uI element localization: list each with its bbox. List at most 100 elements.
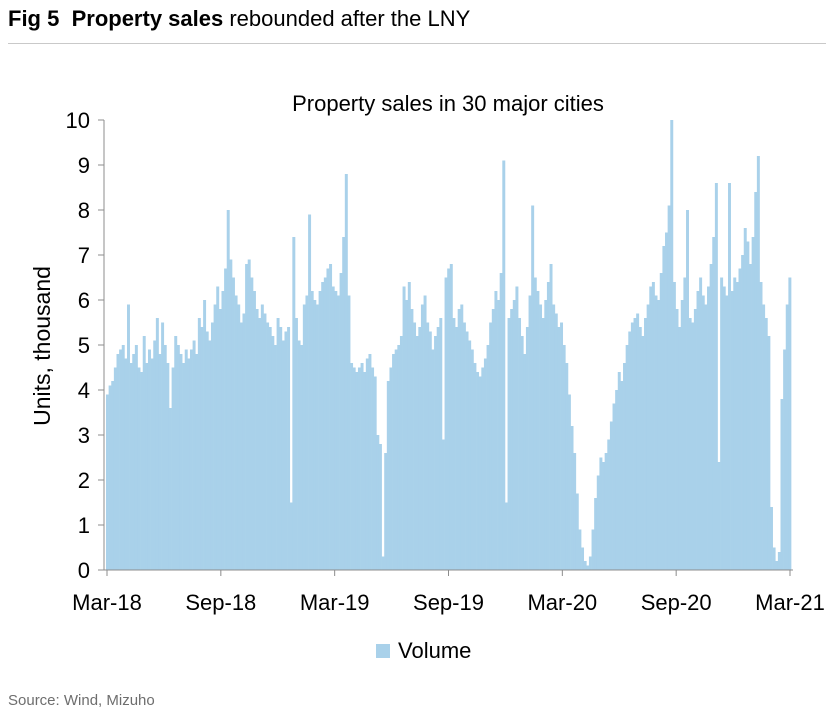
bar-volume <box>518 318 522 570</box>
bar-volume <box>200 327 204 570</box>
bar-volume <box>691 322 695 570</box>
y-tick-label: 10 <box>66 108 90 133</box>
bar-volume <box>119 349 123 570</box>
bar-volume <box>428 331 432 570</box>
bar-volume <box>132 354 136 570</box>
bar-volume <box>371 367 375 570</box>
bar-volume <box>562 345 566 570</box>
bar-volume <box>234 295 238 570</box>
bar-volume <box>134 345 138 570</box>
axes <box>98 119 793 576</box>
bar-volume <box>326 268 330 570</box>
bar-volume <box>741 255 745 570</box>
bar-volume <box>717 462 721 570</box>
bar-volume <box>544 300 548 570</box>
bar-volume <box>751 237 755 570</box>
bar-volume <box>783 349 787 570</box>
bar-volume <box>788 277 792 570</box>
bar-volume <box>654 295 658 570</box>
bar-volume <box>153 340 157 570</box>
bar-volume <box>231 277 235 570</box>
bar-volume <box>630 322 634 570</box>
bar-volume <box>512 300 516 570</box>
bar-volume <box>588 556 592 570</box>
bar-volume <box>581 547 585 570</box>
bar-volume <box>636 313 640 570</box>
bar-volume <box>701 295 705 570</box>
bar-volume <box>762 304 766 570</box>
bar-volume <box>418 327 422 570</box>
bar-volume <box>384 453 388 570</box>
bar-volume <box>457 309 461 570</box>
bar-volume <box>452 318 456 570</box>
property-sales-chart: Property sales in 30 major cities Units,… <box>29 91 825 663</box>
bar-volume <box>121 345 125 570</box>
bar-volume <box>284 331 288 570</box>
bar-volume <box>531 205 535 570</box>
bar-volume <box>523 354 527 570</box>
bar-volume <box>491 309 495 570</box>
bar-volume <box>271 336 275 570</box>
bar-volume <box>187 358 191 570</box>
bar-volume <box>313 300 317 570</box>
bar-volume <box>546 282 550 570</box>
bar-volume <box>449 264 453 570</box>
bar-volume <box>549 264 553 570</box>
bar-volume <box>247 259 251 570</box>
bar-volume <box>465 331 469 570</box>
bar-volume <box>609 421 613 570</box>
bar-volume <box>184 349 188 570</box>
bar-volume <box>699 277 703 570</box>
bar-volume <box>439 318 443 570</box>
bar-volume <box>329 264 333 570</box>
bar-volume <box>570 426 574 570</box>
bar-volume <box>216 286 220 570</box>
bar-volume <box>287 327 291 570</box>
bar-volume <box>363 372 367 570</box>
bar-volume <box>662 246 666 570</box>
bar-volume <box>738 268 742 570</box>
bar-volume <box>754 192 758 570</box>
bar-volume <box>649 286 653 570</box>
bar-volume <box>182 363 186 570</box>
figure-label: Fig 5 <box>8 6 60 31</box>
bar-volume <box>725 295 729 570</box>
bar-volume <box>334 291 338 570</box>
bar-volume <box>145 363 149 570</box>
bar-volume <box>759 282 763 570</box>
bar-volume <box>772 547 776 570</box>
bar-volume <box>423 295 427 570</box>
bar-volume <box>399 336 403 570</box>
bar-volume <box>300 345 304 570</box>
bar-volume <box>633 318 637 570</box>
bar-volume <box>203 300 207 570</box>
bar-volume <box>599 457 603 570</box>
bar-volume <box>575 493 579 570</box>
bar-volume <box>657 300 661 570</box>
bar-volume <box>714 183 718 570</box>
bar-volume <box>245 264 249 570</box>
bar-volume <box>638 327 642 570</box>
bar-volume <box>402 286 406 570</box>
tick-labels: 0 1 2 3 4 5 6 7 8 9 10 Mar-18 Sep-18 Mar-19 Sep-19 Mar-… <box>66 108 825 615</box>
bar-volume <box>462 322 466 570</box>
bar-volume <box>252 291 256 570</box>
bar-volume <box>289 502 293 570</box>
bar-volume <box>730 291 734 570</box>
bar-volume <box>557 327 561 570</box>
bar-volume <box>108 385 112 570</box>
x-tick-label: Sep-19 <box>413 590 484 615</box>
bar-volume <box>434 336 438 570</box>
legend: Volume <box>376 638 471 663</box>
bar-volume <box>460 304 464 570</box>
bar-volume <box>693 309 697 570</box>
bar-volume <box>368 354 372 570</box>
bar-volume <box>680 300 684 570</box>
bar-volume <box>171 367 175 570</box>
bar-volume <box>533 277 537 570</box>
figure-bold-title: Property sales <box>71 6 224 31</box>
bar-volume <box>179 354 183 570</box>
x-tick-label: Sep-18 <box>185 590 256 615</box>
bar-volume <box>672 282 676 570</box>
x-tick-label: Mar-21 <box>755 590 825 615</box>
